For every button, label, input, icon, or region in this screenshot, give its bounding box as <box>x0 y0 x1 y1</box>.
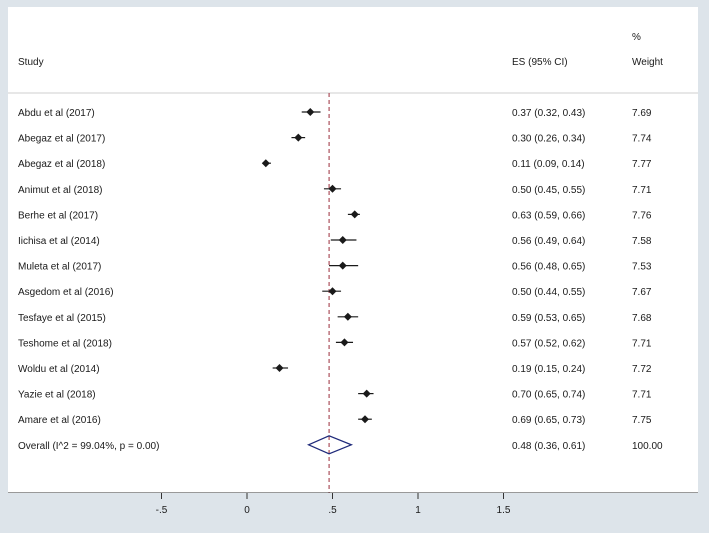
es-ci-value: 0.56 (0.49, 0.64) <box>512 236 585 247</box>
study-label: Iichisa et al (2014) <box>18 236 100 247</box>
weight-value: 7.58 <box>632 236 652 247</box>
weight-value: 7.74 <box>632 134 652 145</box>
x-tick-label: 1 <box>415 505 421 516</box>
weight-value: 7.53 <box>632 262 652 273</box>
weight-value: 7.67 <box>632 287 652 298</box>
study-label: Woldu et al (2014) <box>18 364 100 375</box>
point-estimate-marker <box>360 415 369 424</box>
study-label: Tesfaye et al (2015) <box>18 313 106 324</box>
study-rows: Abdu et al (2017) 0.37 (0.32, 0.43) 7.69 Ab… <box>18 93 663 493</box>
x-tick-label: .5 <box>328 505 337 516</box>
es-ci-value: 0.70 (0.65, 0.74) <box>512 390 585 401</box>
weight-value: 7.77 <box>632 159 652 170</box>
point-estimate-marker <box>275 364 284 372</box>
es-ci-value: 0.30 (0.26, 0.34) <box>512 134 585 145</box>
overall-es-ci: 0.48 (0.36, 0.61) <box>512 441 585 452</box>
plot-panel: Study ES (95% CI) % Weight Abdu et al (2… <box>8 7 698 494</box>
es-ci-value: 0.50 (0.45, 0.55) <box>512 185 585 196</box>
x-tick-label: 1.5 <box>497 505 511 516</box>
weight-value: 7.71 <box>632 185 652 196</box>
point-estimate-marker <box>328 287 337 296</box>
study-label: Asgedom et al (2016) <box>18 287 114 298</box>
overall-diamond <box>306 435 354 455</box>
es-ci-value: 0.56 (0.48, 0.65) <box>512 262 585 273</box>
point-estimate-marker <box>343 312 352 321</box>
es-ci-value: 0.63 (0.59, 0.66) <box>512 210 585 221</box>
study-label: Teshome et al (2018) <box>18 338 112 349</box>
x-tick-label: 0 <box>244 505 250 516</box>
study-label: Amare et al (2016) <box>18 415 101 426</box>
point-estimate-marker <box>362 389 371 398</box>
point-estimate-marker <box>294 133 303 142</box>
point-estimate-marker <box>306 108 315 116</box>
weight-value: 7.76 <box>632 210 652 221</box>
weight-value: 7.68 <box>632 313 652 324</box>
header-weight: Weight <box>632 57 663 68</box>
header-weight-pct: % <box>632 32 641 43</box>
es-ci-value: 0.11 (0.09, 0.14) <box>512 159 585 170</box>
study-label: Muleta et al (2017) <box>18 262 101 273</box>
x-tick-label: -.5 <box>156 505 168 516</box>
weight-value: 7.69 <box>632 108 652 119</box>
point-estimate-marker <box>338 261 347 270</box>
study-label: Animut et al (2018) <box>18 185 103 196</box>
x-axis: -.5 0 .5 1 1.5 <box>156 493 511 516</box>
point-estimate-marker <box>261 159 270 168</box>
es-ci-value: 0.50 (0.44, 0.55) <box>512 287 585 298</box>
weight-value: 7.71 <box>632 338 652 349</box>
es-ci-value: 0.37 (0.32, 0.43) <box>512 108 585 119</box>
es-ci-value: 0.59 (0.53, 0.65) <box>512 313 585 324</box>
point-estimate-marker <box>328 184 337 193</box>
study-label: Abdu et al (2017) <box>18 108 95 119</box>
point-estimate-marker <box>350 210 359 219</box>
es-ci-value: 0.69 (0.65, 0.73) <box>512 415 585 426</box>
weight-value: 7.75 <box>632 415 652 426</box>
study-label: Berhe et al (2017) <box>18 210 98 221</box>
header-study: Study <box>18 57 44 68</box>
study-label: Abegaz et al (2018) <box>18 159 105 170</box>
header-es: ES (95% CI) <box>512 57 568 68</box>
es-ci-value: 0.19 (0.15, 0.24) <box>512 364 585 375</box>
forest-plot: Study ES (95% CI) % Weight Abdu et al (2… <box>8 32 698 494</box>
weight-value: 7.72 <box>632 364 652 375</box>
es-ci-value: 0.57 (0.52, 0.62) <box>512 338 585 349</box>
overall-weight: 100.00 <box>632 441 663 452</box>
point-estimate-marker <box>338 236 347 244</box>
study-label: Abegaz et al (2017) <box>18 134 105 145</box>
point-estimate-marker <box>340 338 349 347</box>
weight-value: 7.71 <box>632 390 652 401</box>
study-label: Yazie et al (2018) <box>18 390 96 401</box>
overall-label: Overall (I^2 = 99.04%, p = 0.00) <box>18 441 159 452</box>
